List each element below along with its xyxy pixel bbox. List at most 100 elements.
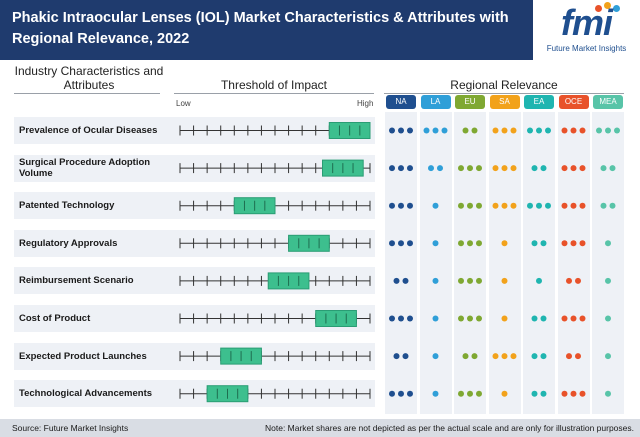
relevance-dot <box>579 390 586 397</box>
threshold-underline <box>174 93 374 94</box>
relevance-dot <box>540 240 547 247</box>
row-label: Reimbursement Scenario <box>19 275 134 287</box>
relevance-dot <box>579 202 586 209</box>
relevance-dot <box>527 202 533 209</box>
logo-dot-3 <box>613 5 620 12</box>
relevance-dot <box>540 390 547 397</box>
relevance-dot <box>423 127 430 134</box>
scale-low-label: Low <box>176 99 191 108</box>
relevance-dot <box>531 390 538 397</box>
relevance-dot <box>501 127 508 134</box>
regional-underline <box>384 93 624 94</box>
relevance-dot <box>458 165 464 172</box>
relevance-dot <box>398 127 404 134</box>
relevance-dot <box>467 202 473 209</box>
relevance-dot <box>579 315 586 322</box>
relevance-dot <box>561 127 568 134</box>
logo-dots <box>595 2 625 14</box>
relevance-dot <box>398 165 404 172</box>
relevance-dot <box>389 202 395 209</box>
relevance-dot <box>432 390 439 397</box>
region-header-sa: SA <box>489 95 520 109</box>
region-header-la: LA <box>420 95 451 109</box>
logo-tagline: Future Market Insights <box>546 44 627 53</box>
relevance-dot <box>561 390 568 397</box>
source-note: Source: Future Market Insights <box>12 423 129 433</box>
relevance-dot <box>510 127 517 134</box>
relevance-dot <box>596 127 602 134</box>
relevance-dot <box>476 240 482 247</box>
relevance-dot <box>393 277 400 284</box>
region-column-eu <box>454 112 486 414</box>
relevance-dot <box>501 240 508 247</box>
relevance-dot <box>398 202 404 209</box>
relevance-dot <box>570 315 577 322</box>
row-label: Cost of Product <box>19 313 91 324</box>
threshold-column-header: Threshold of Impact <box>220 78 328 92</box>
relevance-dot <box>402 277 409 284</box>
chart-title: Phakic Intraocular Lenses (IOL) Market C… <box>12 10 509 47</box>
logo-dot-2 <box>604 2 611 9</box>
relevance-dot <box>527 127 533 134</box>
relevance-dot <box>605 353 611 360</box>
industry-column-header: Industry Characteristics and Attributes <box>14 64 164 92</box>
relevance-dot <box>389 165 395 172</box>
relevance-dot <box>579 165 586 172</box>
relevance-dot <box>471 353 478 360</box>
relevance-dot <box>570 240 577 247</box>
relevance-dot <box>402 353 409 360</box>
relevance-dot <box>476 277 482 284</box>
relevance-dot <box>570 165 577 172</box>
relevance-dot <box>579 240 586 247</box>
relevance-dot <box>389 240 395 247</box>
relevance-dot <box>510 202 517 209</box>
logo: fmi Future Market Insights <box>533 0 640 60</box>
relevance-dot <box>467 390 473 397</box>
relevance-dot <box>510 353 517 360</box>
relevance-dot <box>458 315 464 322</box>
relevance-dot <box>575 353 581 360</box>
relevance-dot <box>428 165 434 172</box>
relevance-dot <box>476 202 482 209</box>
relevance-dot <box>501 202 508 209</box>
region-header-ea: EA <box>524 95 554 109</box>
relevance-dot <box>407 390 413 397</box>
scale-high-label: High <box>357 99 374 108</box>
relevance-dot <box>510 165 517 172</box>
relevance-dot <box>531 353 538 360</box>
relevance-dot <box>531 240 538 247</box>
relevance-dot <box>458 390 464 397</box>
relevance-dot <box>432 315 439 322</box>
chart-footer: Source: Future Market Insights Note: Mar… <box>0 419 640 437</box>
region-header-na: NA <box>386 95 416 109</box>
row-label: Prevalence of Ocular Diseases <box>19 125 158 136</box>
relevance-dot <box>501 165 508 172</box>
relevance-dot <box>398 315 404 322</box>
relevance-dot <box>531 315 538 322</box>
relevance-dot <box>614 127 620 134</box>
row-label: Patented Technology <box>19 200 115 212</box>
relevance-dot <box>561 240 568 247</box>
relevance-dot <box>476 165 482 172</box>
relevance-dot <box>467 315 473 322</box>
region-column-oce <box>557 112 590 414</box>
logo-word: fmi <box>561 2 613 43</box>
relevance-dot <box>462 353 469 360</box>
relevance-dot <box>389 315 395 322</box>
relevance-dot <box>501 277 508 284</box>
relevance-dot <box>566 277 572 284</box>
relevance-dot <box>501 390 508 397</box>
relevance-dot <box>407 127 413 134</box>
industry-underline <box>14 93 160 94</box>
relevance-dot <box>467 165 473 172</box>
relevance-dot <box>561 165 568 172</box>
relevance-dot <box>398 240 404 247</box>
relevance-dot <box>458 202 464 209</box>
relevance-dot <box>545 127 551 134</box>
relevance-dot <box>462 127 469 134</box>
relevance-dot <box>471 127 478 134</box>
relevance-dot <box>432 277 439 284</box>
relevance-dot <box>579 127 586 134</box>
relevance-dot <box>536 277 542 284</box>
